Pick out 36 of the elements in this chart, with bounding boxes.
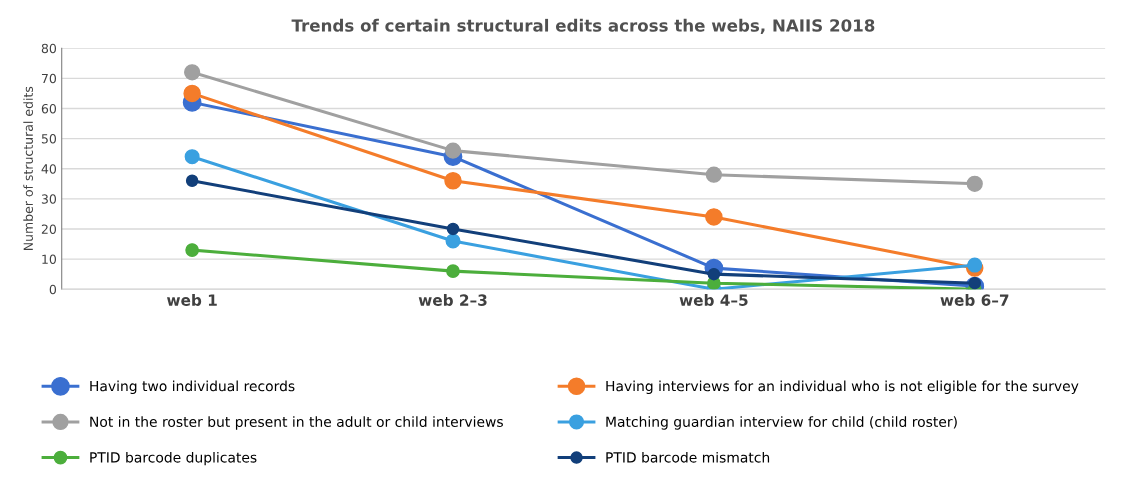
- y-tick-label: 60: [41, 103, 57, 114]
- legend-label: Having interviews for an individual who is not eligible for the survey: [606, 380, 1079, 395]
- legend-label: Matching guardian interview for child (child roster): [606, 416, 957, 430]
- chart-title: Trends of certain structural edits across the webs, NAIIS 2018: [291, 18, 875, 34]
- y-tick-label: 0: [49, 284, 57, 295]
- point: [966, 175, 983, 192]
- x-tick-label: web 6–7: [940, 294, 1009, 306]
- point: [185, 243, 200, 257]
- y-tick-label: 30: [41, 194, 57, 204]
- point: [185, 174, 199, 188]
- x-tick-label: web 2–3: [418, 294, 487, 306]
- point: [184, 149, 200, 165]
- y-tick-label: 10: [42, 254, 57, 264]
- point: [445, 233, 461, 249]
- legend-label: Not in the roster but present in the adult or child interviews: [90, 416, 503, 430]
- point: [444, 142, 462, 159]
- y-tick-label: 50: [41, 134, 57, 144]
- y-tick-label: 70: [41, 73, 57, 84]
- x-tick-label: web 4–5: [679, 294, 748, 306]
- y-tick-label: 40: [41, 164, 57, 174]
- legend-label: Having two individual records: [90, 380, 295, 395]
- point: [444, 171, 462, 190]
- point: [446, 264, 460, 279]
- legend-label: PTID barcode duplicates: [90, 451, 257, 466]
- legend-label: PTID barcode mismatch: [606, 451, 770, 463]
- point: [184, 64, 201, 81]
- y-tick-label: 20: [41, 224, 57, 234]
- point: [705, 208, 723, 226]
- point: [705, 166, 722, 183]
- point: [968, 276, 981, 290]
- point: [446, 222, 460, 236]
- y-tick-label: 80: [41, 43, 57, 54]
- y-axis-title: Number of structural edits: [23, 86, 33, 251]
- point: [967, 257, 983, 273]
- x-tick-label: web 1: [167, 294, 217, 306]
- point: [183, 84, 201, 103]
